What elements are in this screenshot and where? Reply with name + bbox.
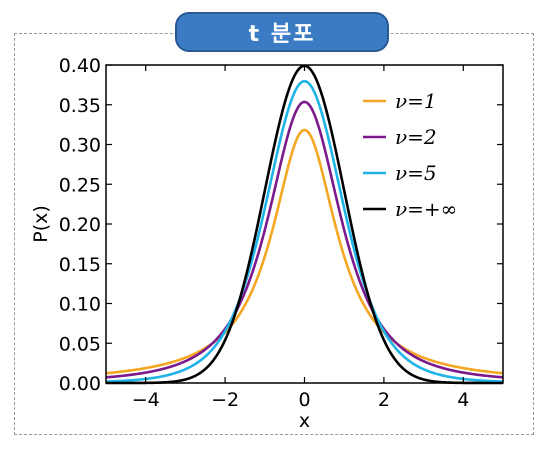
y-tick-label: 0.15 xyxy=(59,254,101,276)
legend-label-1: ν=1 xyxy=(395,89,437,113)
series-line-3 xyxy=(105,79,504,383)
x-tick-label: −2 xyxy=(211,389,239,411)
legend-label-4: ν=+∞ xyxy=(395,197,457,221)
y-tick-label: 0.10 xyxy=(59,294,101,316)
x-tick-label: 4 xyxy=(457,389,469,411)
series-line-2 xyxy=(105,100,504,379)
plot-background xyxy=(106,65,503,383)
y-tick-label: 0.35 xyxy=(59,95,101,117)
x-tick-label: 0 xyxy=(298,389,310,411)
y-tick-label: 0.30 xyxy=(59,135,101,157)
y-tick-label: 0.40 xyxy=(59,55,101,77)
y-tick-label: 0.05 xyxy=(59,333,101,355)
y-tick-label: 0.25 xyxy=(59,174,101,196)
legend-label-3: ν=5 xyxy=(395,161,437,185)
series-line-1 xyxy=(105,128,504,375)
x-tick-label: 2 xyxy=(378,389,390,411)
legend-label-2: ν=2 xyxy=(395,125,437,149)
y-axis-label: P(x) xyxy=(30,205,52,243)
plot-area xyxy=(106,65,503,383)
legend: ν=1 ν=2 ν=5 ν=+∞ xyxy=(363,89,457,221)
axes-group: −4 −2 0 2 4 0.00 0.05 0.10 0.15 0.20 0.25 0.30 0.35 0… xyxy=(59,55,504,411)
y-tick-label: 0.20 xyxy=(59,214,101,236)
x-tick-label: −4 xyxy=(132,389,160,411)
y-tick-label: 0.00 xyxy=(59,373,101,395)
chart-title: t 분포 xyxy=(175,12,389,52)
x-axis-label: x xyxy=(299,410,310,432)
